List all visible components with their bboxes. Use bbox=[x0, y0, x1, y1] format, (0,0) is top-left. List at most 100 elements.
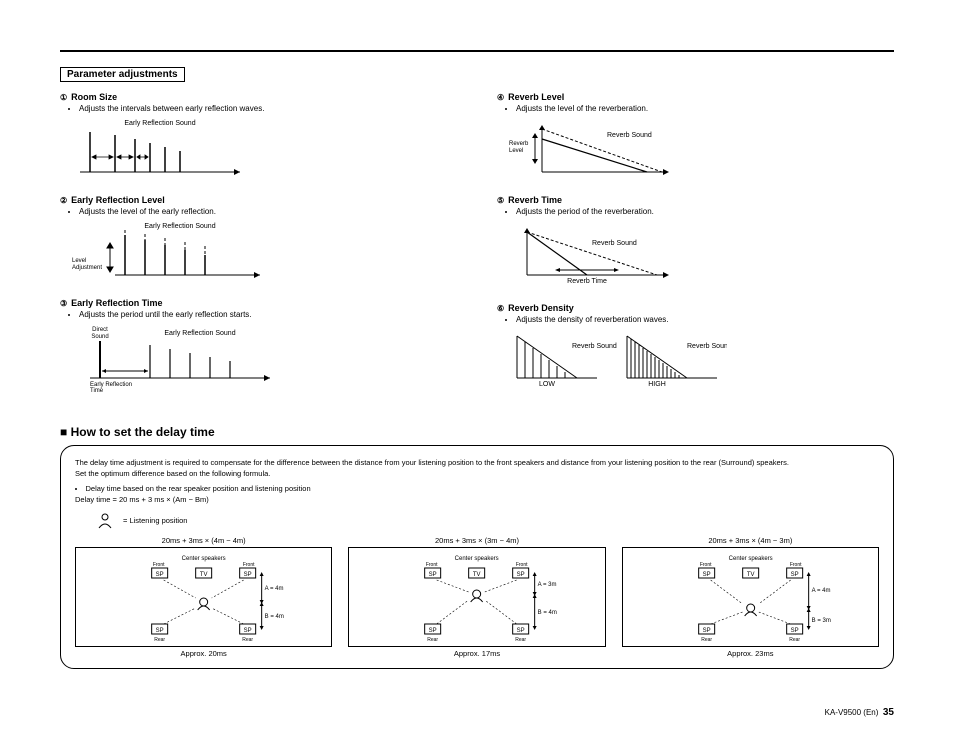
room-cell-2: 20ms + 3ms × (3m − 4m) Center speakers F… bbox=[348, 536, 605, 658]
room-formula-2: 20ms + 3ms × (3m − 4m) bbox=[348, 536, 605, 545]
ert-diagram: Direct Sound Early Reflection Sound bbox=[70, 323, 457, 393]
param-room-size: ①Room Size Adjusts the intervals between… bbox=[60, 92, 457, 177]
reverb-density-diagram: LOW Reverb Sound bbox=[507, 328, 894, 388]
manual-page: Parameter adjustments ①Room Size Adjusts… bbox=[0, 0, 954, 738]
param-title-text: Reverb Time bbox=[508, 195, 562, 205]
room-box-3: Center speakers Front Front SP TV SP SP bbox=[622, 547, 879, 647]
param-title-text: Reverb Level bbox=[508, 92, 564, 102]
param-desc: Adjusts the period of the reverberation. bbox=[505, 207, 894, 216]
footer: KA-V9500 (En) 35 bbox=[825, 707, 894, 718]
section-title: Parameter adjustments bbox=[60, 67, 185, 82]
svg-text:SP: SP bbox=[702, 628, 710, 634]
top-rule bbox=[60, 50, 894, 52]
param-title: ③ Early Reflection Time bbox=[60, 298, 457, 308]
param-title-text: Reverb Density bbox=[508, 303, 574, 313]
howto-intro-2: Set the optimum difference based on the … bbox=[75, 469, 879, 478]
num-icon: ⑤ bbox=[497, 196, 504, 205]
svg-text:Center speakers: Center speakers bbox=[455, 556, 499, 562]
howto-title: How to set the delay time bbox=[60, 425, 894, 439]
x-label: Reverb Time bbox=[567, 278, 607, 285]
direct-label-1: Direct bbox=[92, 327, 108, 333]
diagram-label: Early Reflection Sound bbox=[164, 330, 235, 337]
svg-text:Front: Front bbox=[426, 562, 438, 568]
param-reverb-time: ⑤ Reverb Time Adjusts the period of the r… bbox=[497, 195, 894, 285]
bottom-label-2: Time bbox=[90, 388, 104, 393]
diagram-label: Early Reflection Sound bbox=[124, 120, 195, 127]
svg-text:SP: SP bbox=[790, 628, 798, 634]
param-desc: Adjusts the level of the early reflectio… bbox=[68, 207, 457, 216]
reverb-time-diagram: Reverb Sound Reverb Time bbox=[507, 220, 894, 285]
howto-formula: Delay time = 20 ms + 3 ms × (Am − Bm) bbox=[75, 495, 879, 504]
side-label-1: Level bbox=[72, 258, 86, 264]
svg-text:Front: Front bbox=[516, 562, 528, 568]
param-title: ⑥ Reverb Density bbox=[497, 303, 894, 313]
svg-text:A = 4m: A = 4m bbox=[265, 586, 284, 592]
svg-text:A = 4m: A = 4m bbox=[811, 588, 830, 594]
reverb-level-diagram: Reverb Level Reverb Sound bbox=[507, 117, 894, 177]
param-title-text: Early Reflection Time bbox=[71, 298, 162, 308]
svg-text:Rear: Rear bbox=[789, 637, 800, 642]
svg-text:Front: Front bbox=[699, 562, 711, 568]
param-desc: Adjusts the density of reverberation wav… bbox=[505, 315, 894, 324]
svg-text:Rear: Rear bbox=[516, 637, 527, 642]
y-label-1: Reverb bbox=[509, 141, 529, 147]
svg-text:Center speakers: Center speakers bbox=[182, 556, 226, 562]
direct-label-2: Sound bbox=[91, 334, 108, 340]
param-ert: ③Early Reflection Time Adjusts the perio… bbox=[60, 298, 457, 393]
svg-text:SP: SP bbox=[429, 628, 437, 634]
curve-label: Reverb Sound bbox=[572, 343, 617, 350]
room-cell-3: 20ms + 3ms × (4m − 3m) Center speakers F… bbox=[622, 536, 879, 658]
svg-text:Center speakers: Center speakers bbox=[728, 556, 772, 562]
param-desc: Adjusts the intervals between early refl… bbox=[68, 104, 457, 113]
param-title: ④ Reverb Level bbox=[497, 92, 894, 102]
num-icon: ⑥ bbox=[497, 304, 504, 313]
svg-text:SP: SP bbox=[244, 628, 252, 634]
svg-text:SP: SP bbox=[517, 628, 525, 634]
room-result-1: Approx. 20ms bbox=[75, 649, 332, 658]
howto-bullet: Delay time based on the rear speaker pos… bbox=[75, 484, 879, 493]
svg-text:Rear: Rear bbox=[428, 637, 439, 642]
svg-text:SP: SP bbox=[244, 572, 252, 578]
svg-text:Front: Front bbox=[153, 562, 165, 568]
side-label-2: Adjustment bbox=[72, 265, 102, 271]
svg-text:SP: SP bbox=[429, 572, 437, 578]
num-icon: ④ bbox=[497, 93, 504, 102]
svg-text:SP: SP bbox=[702, 572, 710, 578]
svg-text:Rear: Rear bbox=[242, 637, 253, 642]
room-box-1: Center speakers Front Front SP TV SP bbox=[75, 547, 332, 647]
listen-label: = Listening position bbox=[123, 516, 187, 525]
howto-intro-1: The delay time adjustment is required to… bbox=[75, 458, 879, 467]
svg-text:B = 3m: B = 3m bbox=[811, 618, 830, 624]
room-size-diagram: Early Reflection Sound bbox=[70, 117, 457, 177]
svg-text:SP: SP bbox=[790, 572, 798, 578]
svg-text:TV: TV bbox=[473, 572, 481, 578]
room-result-3: Approx. 23ms bbox=[622, 649, 879, 658]
footer-model: KA-V9500 (En) bbox=[825, 708, 879, 717]
erl-diagram: Early Reflection Sound Level Adjustment bbox=[70, 220, 457, 280]
param-reverb-density: ⑥ Reverb Density Adjusts the density of r… bbox=[497, 303, 894, 388]
curve-label: Reverb Sound bbox=[607, 132, 652, 139]
parameters-grid: ①Room Size Adjusts the intervals between… bbox=[60, 92, 894, 411]
param-title: ①Room Size bbox=[60, 92, 457, 102]
howto-box: The delay time adjustment is required to… bbox=[60, 445, 894, 669]
param-desc: Adjusts the level of the reverberation. bbox=[505, 104, 894, 113]
num-icon: ③ bbox=[60, 299, 67, 308]
svg-text:A = 3m: A = 3m bbox=[538, 582, 557, 588]
left-col: ①Room Size Adjusts the intervals between… bbox=[60, 92, 457, 411]
room-cell-1: 20ms + 3ms × (4m − 4m) Center speakers F… bbox=[75, 536, 332, 658]
param-title: ⑤ Reverb Time bbox=[497, 195, 894, 205]
room-formula-1: 20ms + 3ms × (4m − 4m) bbox=[75, 536, 332, 545]
footer-page-num: 35 bbox=[883, 707, 894, 718]
listen-row: = Listening position bbox=[95, 510, 879, 530]
room-result-2: Approx. 17ms bbox=[348, 649, 605, 658]
param-title: ②Early Reflection Level bbox=[60, 195, 457, 205]
curve-label: Reverb Sound bbox=[592, 240, 637, 247]
svg-text:B = 4m: B = 4m bbox=[538, 610, 557, 616]
svg-text:Rear: Rear bbox=[154, 637, 165, 642]
y-label-2: Level bbox=[509, 148, 523, 154]
svg-text:SP: SP bbox=[517, 572, 525, 578]
low-label: LOW bbox=[539, 381, 555, 388]
param-title-text: Room Size bbox=[71, 92, 117, 102]
right-col: ④ Reverb Level Adjusts the level of the r… bbox=[497, 92, 894, 411]
svg-text:Front: Front bbox=[789, 562, 801, 568]
